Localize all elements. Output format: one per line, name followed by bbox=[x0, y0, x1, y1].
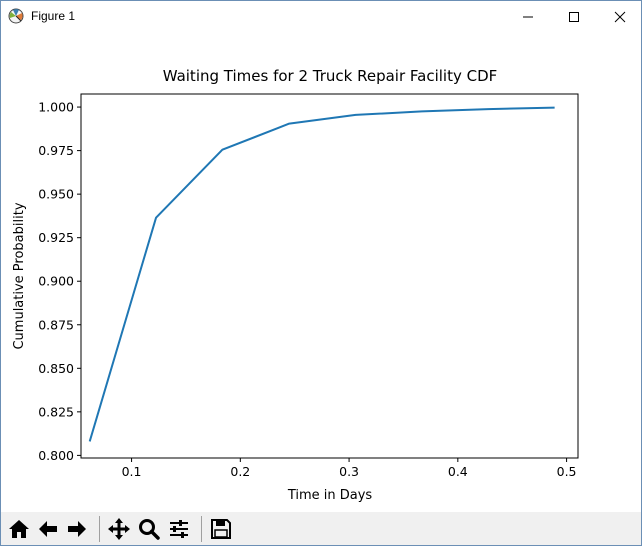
x-tick-label: 0.3 bbox=[339, 464, 359, 479]
y-tick-label: 0.850 bbox=[38, 361, 74, 376]
data-series bbox=[88, 106, 555, 442]
x-tick-label: 0.2 bbox=[230, 464, 250, 479]
sliders-icon bbox=[170, 520, 188, 538]
y-tick-label: 1.000 bbox=[38, 100, 74, 115]
axes-frame bbox=[80, 93, 579, 459]
x-tick-label: 0.5 bbox=[557, 464, 577, 479]
y-tick-label: 0.925 bbox=[38, 230, 74, 245]
navigation-toolbar bbox=[1, 512, 641, 545]
move-icon bbox=[108, 518, 130, 540]
cdf-line-chart: Waiting Times for 2 Truck Repair Facilit… bbox=[12, 67, 579, 503]
subplots-button[interactable] bbox=[166, 516, 192, 542]
x-tick-label: 0.4 bbox=[448, 464, 468, 479]
zoom-button[interactable] bbox=[136, 516, 162, 542]
home-icon bbox=[9, 520, 29, 538]
floppy-disk-icon bbox=[211, 519, 231, 539]
close-button[interactable] bbox=[597, 1, 642, 32]
window-title: Figure 1 bbox=[31, 9, 76, 23]
cdf-series-line bbox=[88, 106, 555, 442]
arrow-right-icon bbox=[68, 521, 86, 537]
figure-canvas[interactable]: Waiting Times for 2 Truck Repair Facilit… bbox=[1, 32, 641, 511]
y-tick-label: 0.975 bbox=[38, 143, 74, 158]
y-tick-label: 0.950 bbox=[38, 187, 74, 202]
matplotlib-logo-icon bbox=[8, 8, 24, 24]
chart-title: Waiting Times for 2 Truck Repair Facilit… bbox=[163, 67, 498, 85]
pan-button[interactable] bbox=[106, 516, 132, 542]
title-bar[interactable]: Figure 1 bbox=[1, 1, 641, 32]
x-tick-label: 0.1 bbox=[122, 464, 142, 479]
x-axis-label: Time in Days bbox=[287, 488, 373, 503]
minimize-button[interactable] bbox=[505, 1, 551, 32]
y-tick-label: 0.825 bbox=[38, 404, 74, 419]
y-tick-label: 0.800 bbox=[38, 448, 74, 463]
magnifier-icon bbox=[139, 519, 160, 540]
arrow-left-icon bbox=[39, 521, 57, 537]
close-icon bbox=[614, 11, 626, 22]
minimize-icon bbox=[523, 16, 533, 17]
save-button[interactable] bbox=[208, 516, 234, 542]
y-axis-ticks: 0.800 0.825 0.850 0.875 0.900 0.925 0.950 0.975… bbox=[38, 100, 81, 463]
toolbar-separator bbox=[99, 516, 100, 542]
y-tick-label: 0.875 bbox=[38, 317, 74, 332]
forward-button[interactable] bbox=[64, 516, 90, 542]
toolbar-separator bbox=[201, 516, 202, 542]
y-axis-label: Cumulative Probability bbox=[12, 202, 27, 349]
maximize-button[interactable] bbox=[551, 1, 597, 32]
maximize-icon bbox=[569, 11, 579, 22]
x-axis-ticks: 0.1 0.2 0.3 0.4 0.5 bbox=[122, 458, 577, 479]
y-tick-label: 0.900 bbox=[38, 274, 74, 289]
back-button[interactable] bbox=[35, 516, 61, 542]
home-button[interactable] bbox=[6, 516, 32, 542]
